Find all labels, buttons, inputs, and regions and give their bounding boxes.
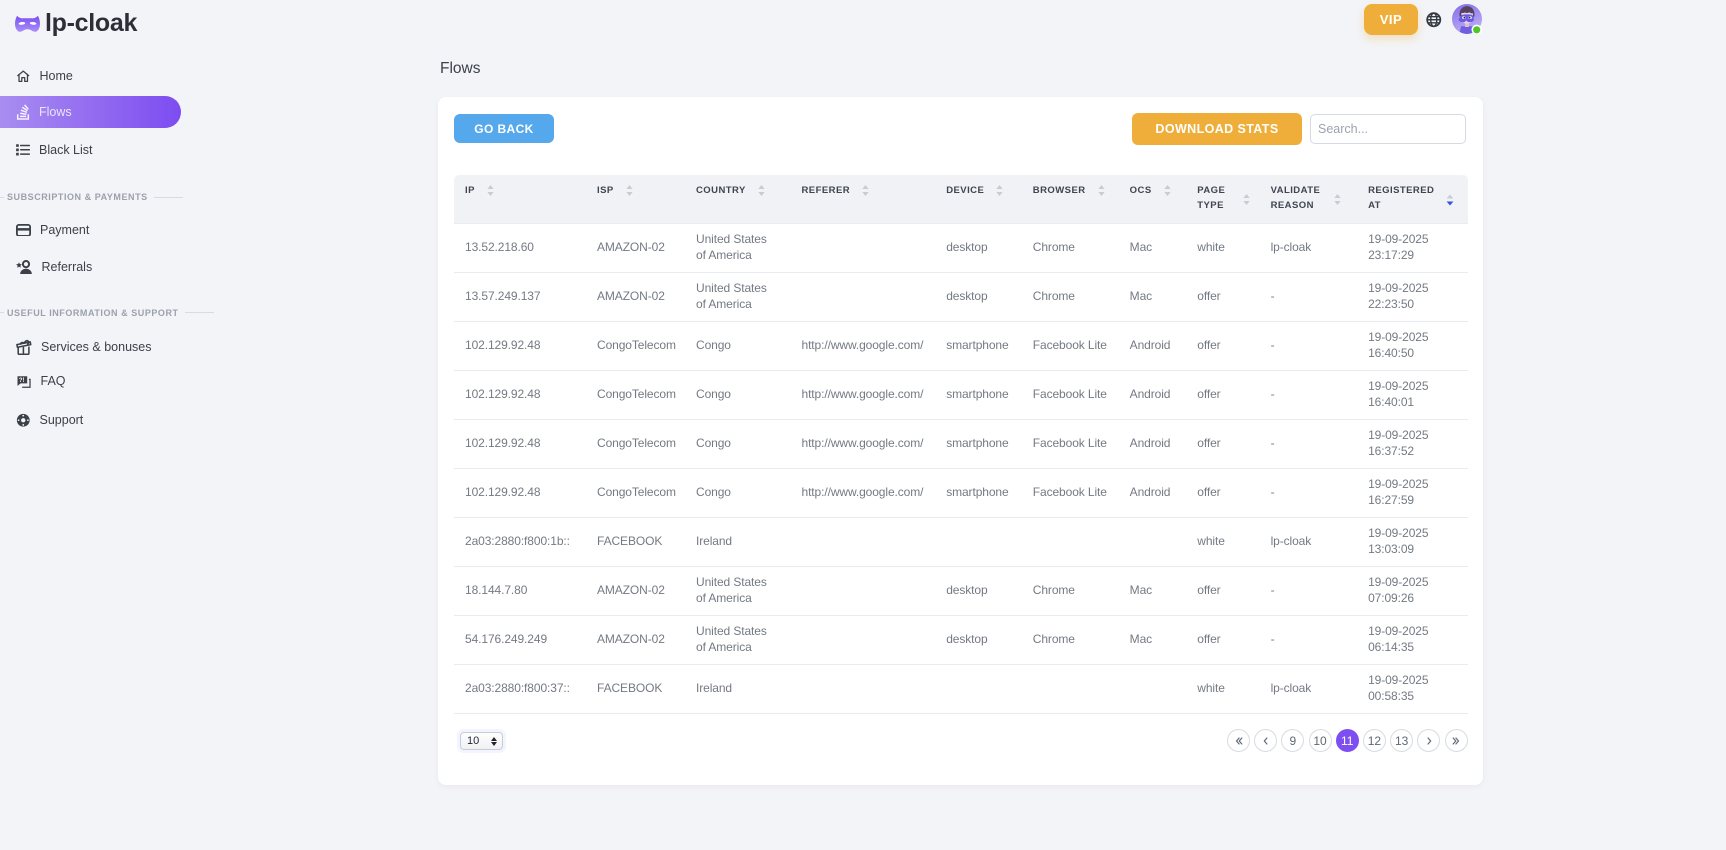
- svg-text:?!: ?!: [19, 377, 25, 383]
